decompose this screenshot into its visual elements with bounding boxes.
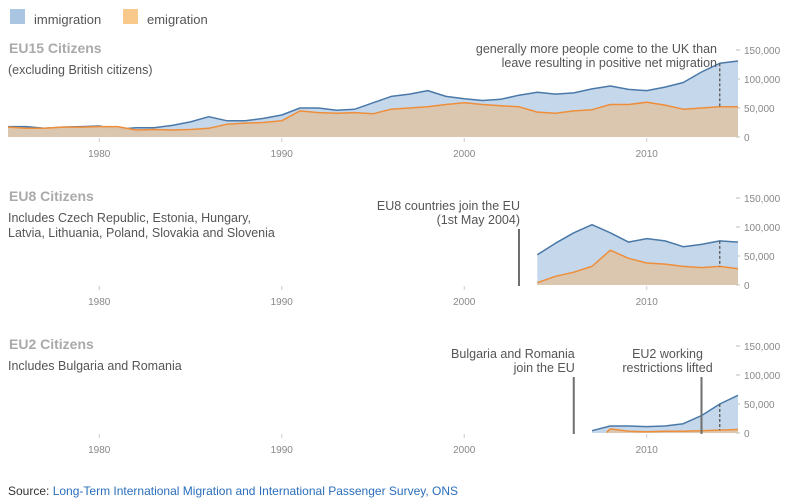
y-tick-label: 0 [744,281,750,292]
source-prefix: Source: [8,484,53,498]
annotation-text: Bulgaria and Romania [451,347,575,361]
x-tick-label: 1990 [271,297,294,308]
annotation-text: generally more people come to the UK tha… [476,42,717,56]
y-tick-label: 0 [744,133,750,144]
legend-swatch-immigration [10,9,25,24]
immigration-area [592,395,738,433]
annotation-text: EU8 countries join the EU [377,199,520,213]
x-tick-label: 2000 [453,445,476,456]
y-tick-label: 50,000 [744,104,775,115]
y-tick-label: 150,000 [744,342,781,353]
legend-label-emigration: emigration [147,12,208,27]
panel-subtitle: Latvia, Lithuania, Poland, Slovakia and … [8,226,275,240]
emigration-line [7,101,738,131]
source-line: Source: Long-Term International Migratio… [8,484,458,498]
annotation-text: EU2 working [632,347,703,361]
annotation-text: restrictions lifted [622,361,712,375]
panel-1: EU8 Citizens Includes Czech Republic, Est… [8,188,781,308]
legend: immigration emigration [10,9,208,27]
panel-subtitle: (excluding British citizens) [8,63,153,77]
emigration-area [8,102,738,137]
x-tick-label: 1980 [88,149,111,160]
x-tick-label: 1990 [271,149,294,160]
x-tick-label: 2010 [636,445,659,456]
legend-label-immigration: immigration [34,12,101,27]
y-tick-label: 100,000 [744,223,781,234]
x-tick-label: 1980 [88,297,111,308]
y-tick-label: 50,000 [744,400,775,411]
emigration-area [537,250,738,285]
y-tick-label: 150,000 [744,194,781,205]
emigration-line [537,249,739,284]
y-tick-label: 100,000 [744,371,781,382]
panel-title: EU8 Citizens [9,188,94,204]
panel-title: EU15 Citizens [9,40,102,56]
y-tick-label: 0 [744,429,750,440]
x-tick-label: 2010 [636,297,659,308]
emigration-line [606,428,739,433]
panel-2: EU2 Citizens Includes Bulgaria and Romani… [8,336,781,456]
panel-subtitle: Includes Czech Republic, Estonia, Hungar… [8,211,251,225]
annotation-text: leave resulting in positive net migratio… [502,56,717,70]
immigration-line [591,394,739,432]
panel-subtitle: Includes Bulgaria and Romania [8,359,182,373]
legend-swatch-emigration [123,9,138,24]
immigration-line [536,223,739,256]
panels: EU15 Citizens (excluding British citizens… [7,40,781,456]
x-tick-label: 1990 [271,445,294,456]
panel-title: EU2 Citizens [9,336,94,352]
x-tick-label: 2010 [636,149,659,160]
y-tick-label: 150,000 [744,46,781,57]
x-tick-label: 2000 [453,297,476,308]
x-tick-label: 2000 [453,149,476,160]
y-tick-label: 100,000 [744,75,781,86]
source-link[interactable]: Long-Term International Migration and In… [52,484,459,498]
migration-chart: immigration emigration EU15 Citizens (exc… [7,9,781,456]
y-tick-label: 50,000 [744,252,775,263]
panel-0: EU15 Citizens (excluding British citizens… [7,40,781,160]
x-tick-label: 1980 [88,445,111,456]
annotation-text: (1st May 2004) [437,213,520,227]
annotation-text: join the EU [513,361,575,375]
